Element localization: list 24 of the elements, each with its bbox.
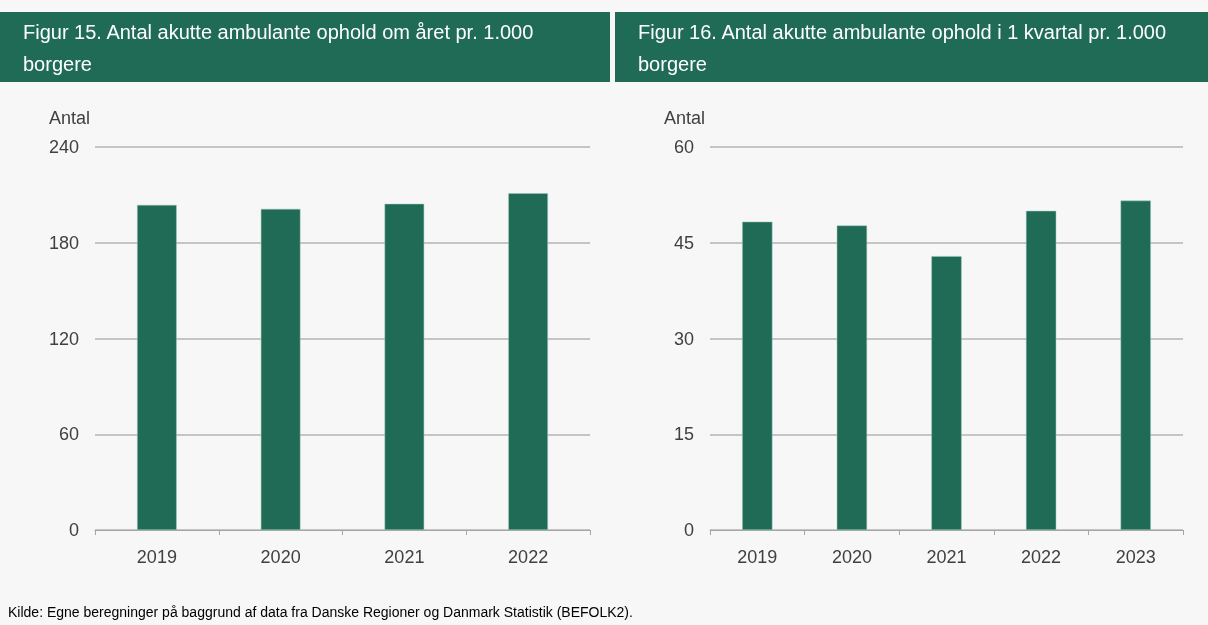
y-tick-label: 0 xyxy=(683,520,694,540)
chart-title: Figur 15. Antal akutte ambulante ophold om året pr. 1.000 borgere xyxy=(0,12,610,82)
y-axis-title: Antal xyxy=(663,108,705,128)
y-tick-label: 240 xyxy=(48,137,79,157)
x-tick-label: 2020 xyxy=(260,547,301,567)
y-tick-label: 45 xyxy=(673,232,694,253)
y-tick-label: 0 xyxy=(68,520,79,540)
y-tick-label: 30 xyxy=(673,328,694,349)
y-tick-label: 120 xyxy=(48,328,79,349)
x-tick-label: 2021 xyxy=(384,547,425,567)
y-tick-label: 60 xyxy=(673,137,694,157)
chart-title: Figur 16. Antal akutte ambulante ophold i 1 kvartal pr. 1.000 borgere xyxy=(615,12,1208,82)
x-tick-label: 2021 xyxy=(926,547,967,567)
x-tick-label: 2019 xyxy=(737,547,778,567)
y-tick-label: 60 xyxy=(58,424,79,445)
y-tick-label: 15 xyxy=(673,424,694,445)
y-axis-title: Antal xyxy=(48,108,90,128)
x-tick-label: 2020 xyxy=(831,547,872,567)
x-tick-label: 2022 xyxy=(1021,547,1062,567)
x-tick-label: 2022 xyxy=(508,547,549,567)
text: Kilde: Egne beregninger på baggrund af data fra Danske Regioner og Danmark Statistik (BEFOLK2). xyxy=(8,604,633,620)
y-tick-label: 180 xyxy=(48,232,79,253)
x-tick-label: 2019 xyxy=(136,547,177,567)
x-tick-label: 2023 xyxy=(1115,547,1156,567)
